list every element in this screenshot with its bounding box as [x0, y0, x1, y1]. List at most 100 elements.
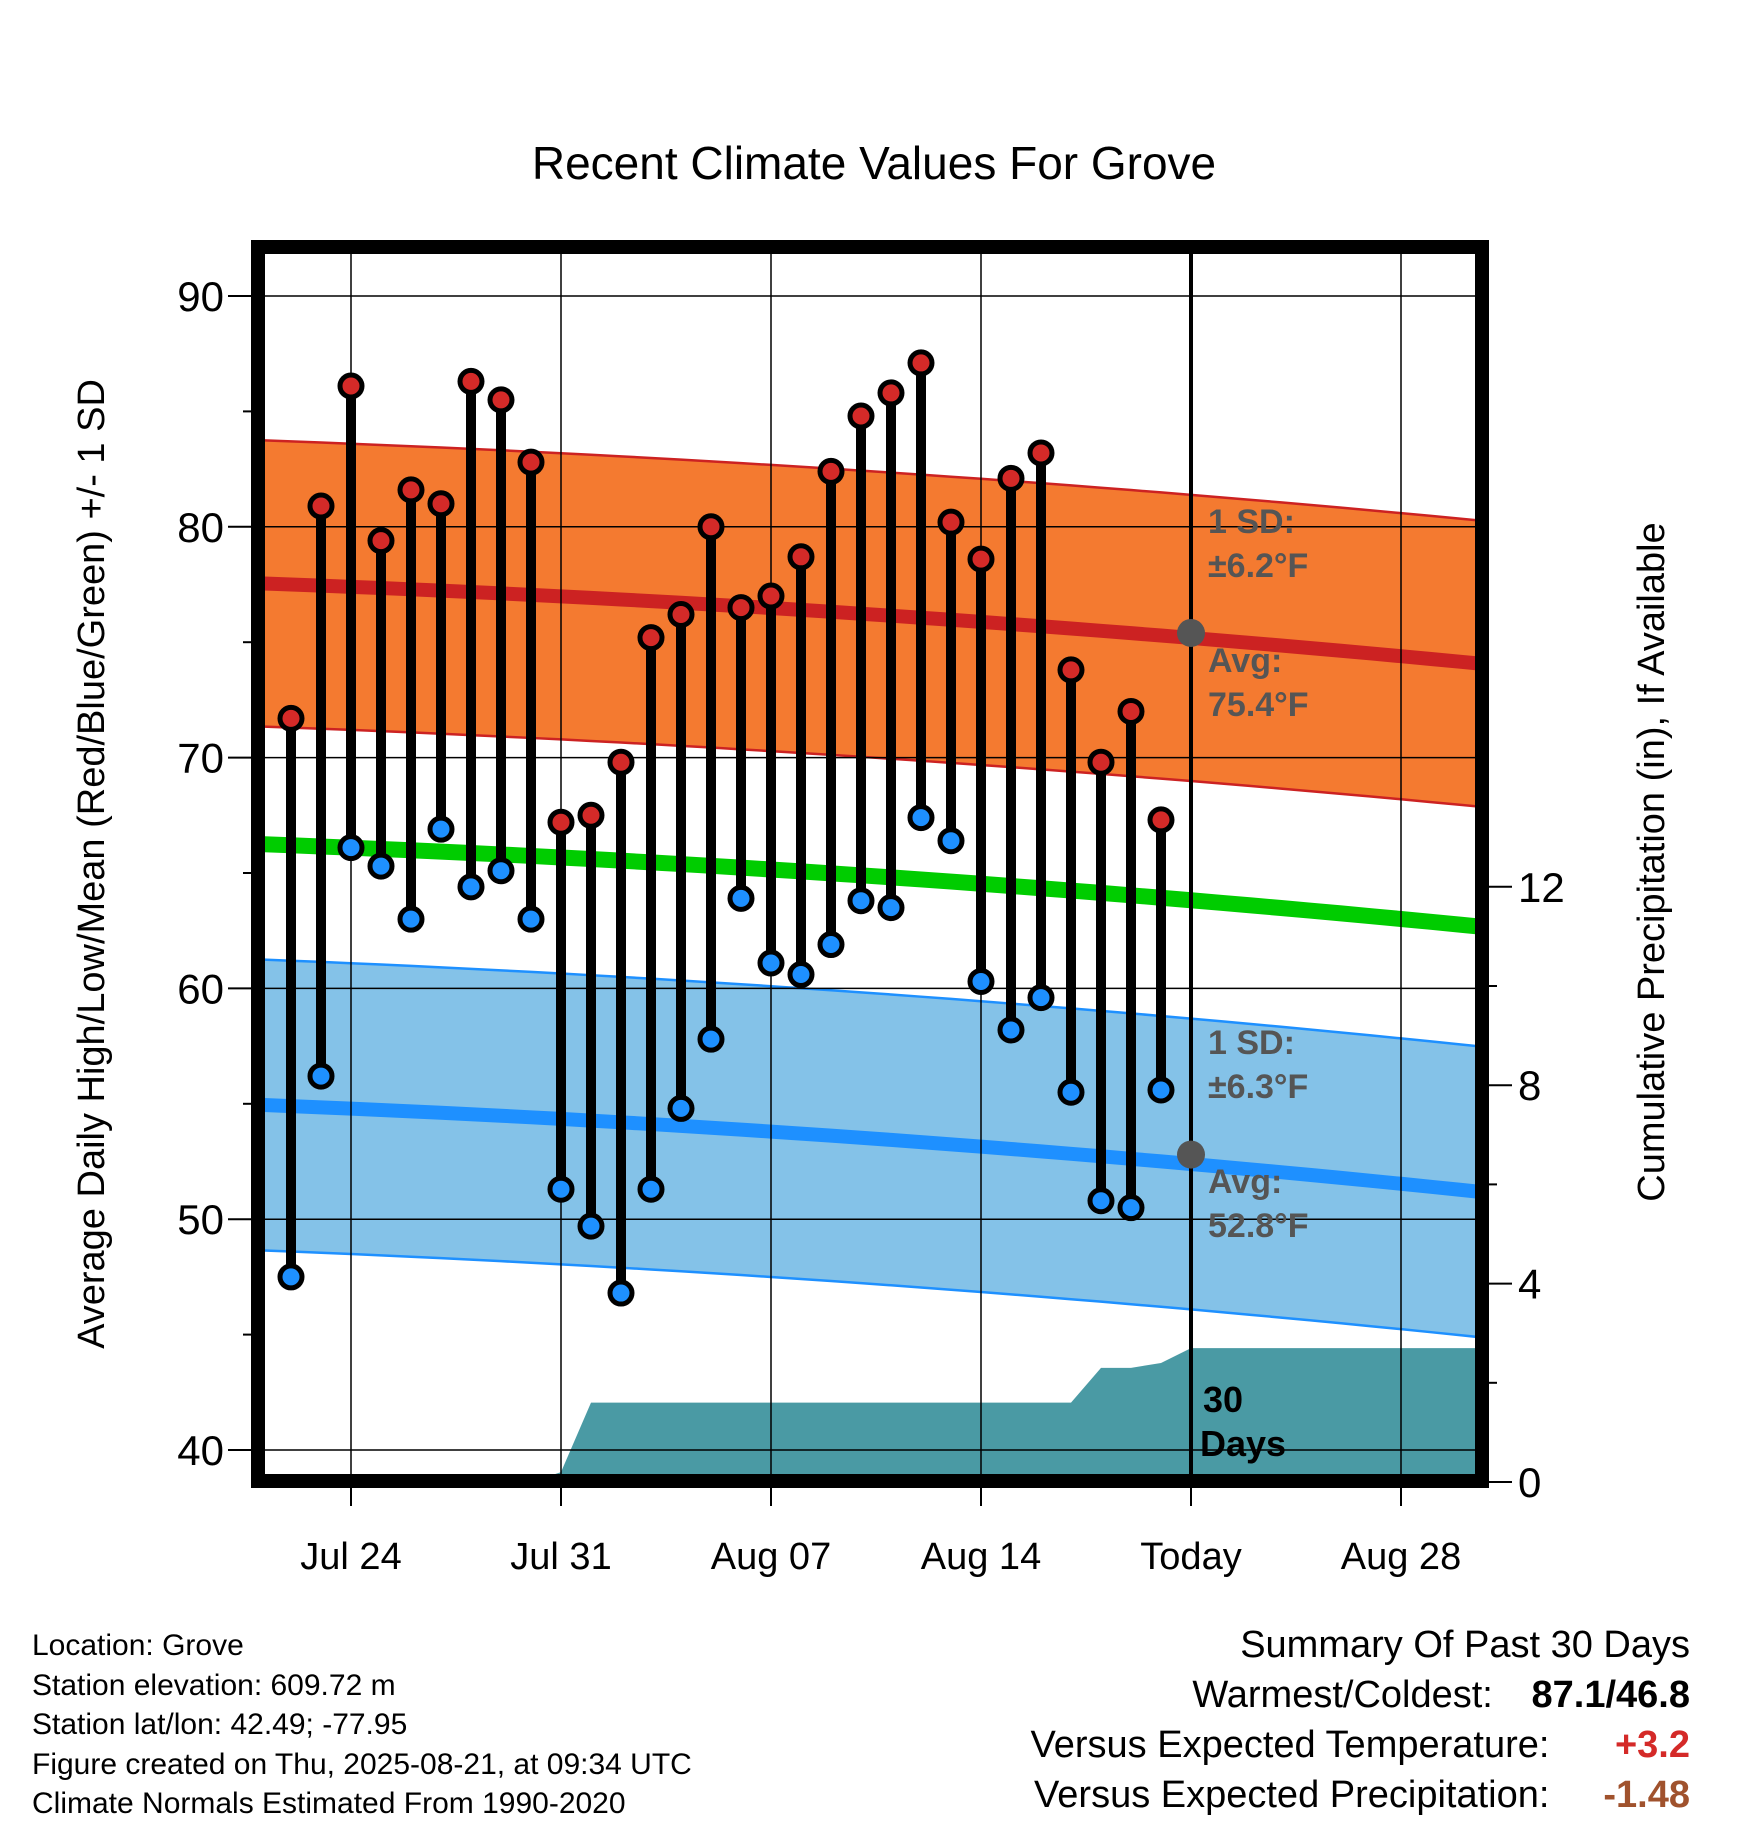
low-band-lower	[260, 1249, 1482, 1339]
low-point	[577, 1212, 605, 1240]
location-text: Location: Grove	[32, 1629, 244, 1662]
summary-precip: Versus Expected Precipitation: -1.48	[1031, 1770, 1690, 1820]
mean-line	[260, 836, 1482, 935]
today-low-avg-marker	[1177, 1140, 1205, 1169]
y2-axis-label: Cumulative Precipitation (in), If Availa…	[1631, 522, 1673, 1201]
low-point	[307, 1062, 335, 1090]
low-point	[1117, 1194, 1145, 1222]
summary-heading: Summary Of Past 30 Days	[1240, 1624, 1690, 1666]
high-point	[577, 801, 605, 829]
precip-area	[534, 1348, 1482, 1481]
precip-value: -1.48	[1603, 1774, 1690, 1816]
summary-panel: Summary Of Past 30 Days Warmest/Coldest:…	[1031, 1620, 1690, 1820]
chart-title: Recent Climate Values For Grove	[532, 137, 1216, 189]
high-point	[517, 448, 545, 476]
low-sd-value: ±6.3°F	[1208, 1068, 1308, 1106]
x-tick-label: Aug 07	[711, 1536, 831, 1578]
y-tick-label: 80	[177, 504, 224, 551]
y2-tick-label: 4	[1518, 1261, 1541, 1308]
temp-value: +3.2	[1614, 1724, 1690, 1766]
x-tick-label: Jul 31	[510, 1536, 611, 1578]
low-point	[967, 967, 995, 995]
x-tick-label: Today	[1140, 1536, 1241, 1578]
low-point	[697, 1025, 725, 1053]
x-axis-label: Day	[840, 1599, 908, 1600]
high-point	[1117, 697, 1145, 725]
high-point	[307, 492, 335, 520]
high-point	[457, 367, 485, 395]
high-sd-label: 1 SD:	[1208, 503, 1295, 541]
x-tick-label: Aug 14	[921, 1536, 1041, 1578]
low-point	[937, 827, 965, 855]
high-sd-value: ±6.2°F	[1208, 547, 1308, 585]
low-point	[727, 884, 755, 912]
x-tick-label: Jul 24	[300, 1536, 401, 1578]
high-point	[487, 386, 515, 414]
high-point	[547, 808, 575, 836]
low-point	[487, 857, 515, 885]
low-point	[1147, 1076, 1175, 1104]
created-text: Figure created on Thu, 2025-08-21, at 09…	[32, 1747, 692, 1781]
latlon-text: Station lat/lon: 42.49; -77.95	[32, 1708, 408, 1741]
low-avg-line	[260, 1097, 1482, 1200]
normals-text: Climate Normals Estimated From 1990-2020	[32, 1787, 626, 1820]
high-avg-label: Avg:	[1208, 642, 1282, 680]
y-tick-label: 90	[177, 273, 224, 320]
low-point	[397, 905, 425, 933]
low-point	[607, 1279, 635, 1307]
low-point	[847, 887, 875, 915]
high-point	[697, 513, 725, 541]
high-point	[997, 464, 1025, 492]
warm-cold-value: 87.1/46.8	[1531, 1674, 1690, 1716]
climate-chart: 1 SD: ±6.2°F Avg: 75.4°F 1 SD: ±6.3°F Avg: 52.8…	[71, 137, 1673, 1600]
low-sd-band	[261, 959, 1482, 1338]
low-point	[1087, 1187, 1115, 1215]
summary-warm-cold: Warmest/Coldest: 87.1/46.8	[1031, 1670, 1690, 1720]
y-axis-label: Average Daily High/Low/Mean (Red/Blue/Gr…	[71, 379, 113, 1349]
high-point	[817, 457, 845, 485]
low-point	[427, 815, 455, 843]
low-avg-value: 52.8°F	[1208, 1207, 1309, 1245]
high-point	[277, 704, 305, 732]
temp-label: Versus Expected Temperature:	[1030, 1724, 1550, 1766]
high-point	[367, 527, 395, 555]
high-point	[397, 476, 425, 504]
y2-tick-label: 12	[1518, 864, 1565, 911]
high-point	[637, 624, 665, 652]
days-count-label: 30	[1203, 1379, 1243, 1420]
high-point	[787, 543, 815, 571]
high-avg-value: 75.4°F	[1208, 686, 1309, 724]
high-point	[667, 601, 695, 629]
high-point	[757, 582, 785, 610]
low-point	[637, 1175, 665, 1203]
high-point	[1027, 439, 1055, 467]
precip-label: Versus Expected Precipitation:	[1034, 1774, 1550, 1816]
low-point	[757, 949, 785, 977]
low-point	[817, 931, 845, 959]
low-point	[367, 852, 395, 880]
low-point	[787, 961, 815, 989]
low-point	[907, 804, 935, 832]
low-band-upper	[260, 958, 1482, 1048]
low-point	[1057, 1078, 1085, 1106]
high-point	[967, 545, 995, 573]
low-point	[337, 834, 365, 862]
x-tick-label: Aug 28	[1341, 1536, 1461, 1578]
low-point	[277, 1263, 305, 1291]
low-point	[517, 905, 545, 933]
low-point	[1027, 984, 1055, 1012]
low-point	[547, 1175, 575, 1203]
high-point	[847, 402, 875, 430]
low-point	[667, 1094, 695, 1122]
low-point	[877, 894, 905, 922]
y-tick-label: 40	[177, 1427, 224, 1474]
high-point	[877, 379, 905, 407]
warm-cold-label: Warmest/Coldest:	[1192, 1674, 1493, 1716]
low-sd-label: 1 SD:	[1208, 1024, 1295, 1062]
days-word-label: Days	[1200, 1423, 1286, 1464]
high-point	[607, 748, 635, 776]
high-point	[1087, 748, 1115, 776]
elevation-text: Station elevation: 609.72 m	[32, 1668, 396, 1702]
y2-tick-label: 8	[1518, 1062, 1541, 1109]
summary-temp: Versus Expected Temperature: +3.2	[1031, 1720, 1690, 1770]
